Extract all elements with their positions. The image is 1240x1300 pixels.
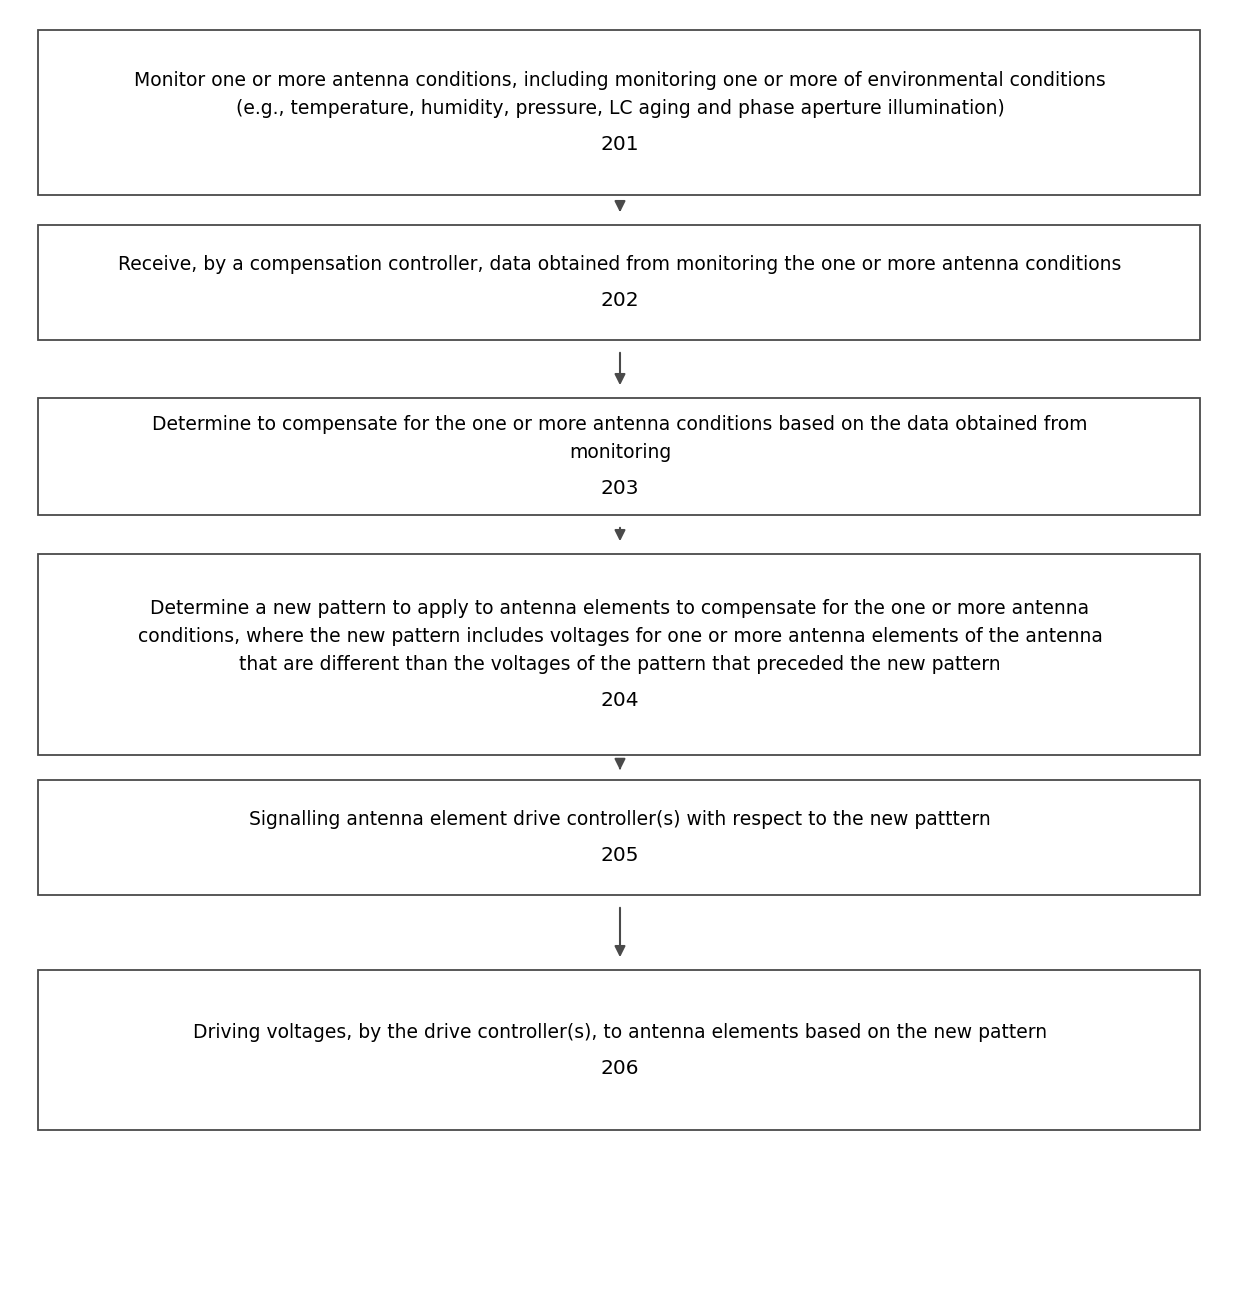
Bar xyxy=(38,30,1200,195)
Text: 202: 202 xyxy=(600,291,640,309)
Text: 203: 203 xyxy=(600,478,640,498)
Text: 205: 205 xyxy=(600,846,640,865)
Text: 201: 201 xyxy=(600,135,640,153)
Text: Monitor one or more antenna conditions, including monitoring one or more of envi: Monitor one or more antenna conditions, … xyxy=(134,72,1106,90)
Text: 204: 204 xyxy=(600,692,640,710)
Text: Determine a new pattern to apply to antenna elements to compensate for the one o: Determine a new pattern to apply to ante… xyxy=(150,599,1090,618)
Text: Determine to compensate for the one or more antenna conditions based on the data: Determine to compensate for the one or m… xyxy=(153,415,1087,434)
Text: Receive, by a compensation controller, data obtained from monitoring the one or : Receive, by a compensation controller, d… xyxy=(118,255,1122,274)
Text: (e.g., temperature, humidity, pressure, LC aging and phase aperture illumination: (e.g., temperature, humidity, pressure, … xyxy=(236,99,1004,118)
Text: that are different than the voltages of the pattern that preceded the new patter: that are different than the voltages of … xyxy=(239,655,1001,673)
Text: monitoring: monitoring xyxy=(569,443,671,461)
Bar xyxy=(38,970,1200,1130)
Text: Signalling antenna element drive controller(s) with respect to the new patttern: Signalling antenna element drive control… xyxy=(249,810,991,829)
Text: conditions, where the new pattern includes voltages for one or more antenna elem: conditions, where the new pattern includ… xyxy=(138,627,1102,646)
Bar xyxy=(38,225,1200,341)
Text: 206: 206 xyxy=(600,1058,640,1078)
Bar xyxy=(38,398,1200,515)
Bar xyxy=(38,554,1200,755)
Text: Driving voltages, by the drive controller(s), to antenna elements based on the n: Driving voltages, by the drive controlle… xyxy=(193,1023,1047,1041)
Bar xyxy=(38,780,1200,894)
